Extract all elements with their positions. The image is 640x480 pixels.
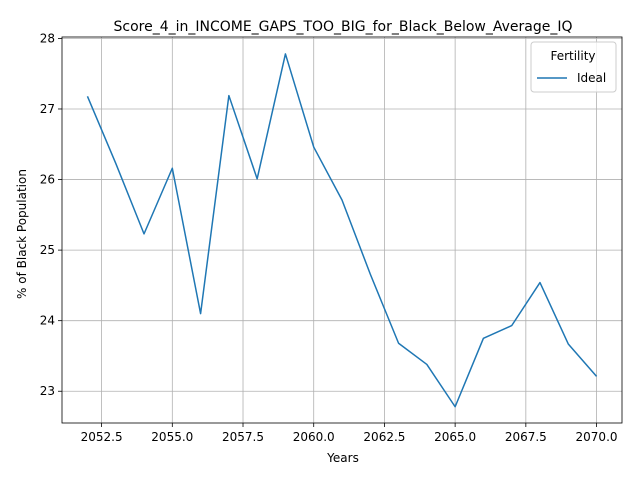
y-tick-label: 27 bbox=[40, 102, 55, 116]
plot-area-frame bbox=[61, 36, 623, 424]
y-tick-label: 23 bbox=[40, 384, 55, 398]
x-tick-label: 2055.0 bbox=[151, 430, 193, 444]
series-lines bbox=[86, 53, 598, 408]
legend: Fertility Ideal bbox=[530, 41, 617, 93]
y-tick-label: 25 bbox=[40, 243, 55, 257]
y-tick-label: 24 bbox=[40, 314, 55, 328]
chart-title: Score_4_in_INCOME_GAPS_TOO_BIG_for_Black… bbox=[113, 19, 572, 35]
x-axis-label: Years bbox=[326, 451, 359, 465]
legend-title: Fertility bbox=[550, 49, 595, 63]
y-axis-label: % of Black Population bbox=[15, 169, 29, 299]
y-tick-label: 28 bbox=[40, 31, 55, 45]
x-tick-label: 2065.0 bbox=[434, 430, 476, 444]
grid-lines bbox=[62, 37, 622, 423]
legend-box bbox=[530, 41, 617, 93]
x-tick-label: 2062.5 bbox=[363, 430, 405, 444]
y-axis-ticks: 23 24 25 26 27 28 bbox=[40, 31, 62, 398]
y-tick-label: 26 bbox=[40, 173, 55, 187]
x-axis-ticks: 2052.5 2055.0 2057.5 2060.0 2062.5 2065.0 2067… bbox=[81, 423, 618, 444]
x-tick-label: 2057.5 bbox=[222, 430, 264, 444]
x-tick-label: 2052.5 bbox=[81, 430, 123, 444]
x-tick-label: 2070.0 bbox=[576, 430, 618, 444]
x-tick-label: 2060.0 bbox=[293, 430, 335, 444]
x-tick-label: 2067.5 bbox=[505, 430, 547, 444]
legend-label-ideal: Ideal bbox=[577, 71, 606, 85]
